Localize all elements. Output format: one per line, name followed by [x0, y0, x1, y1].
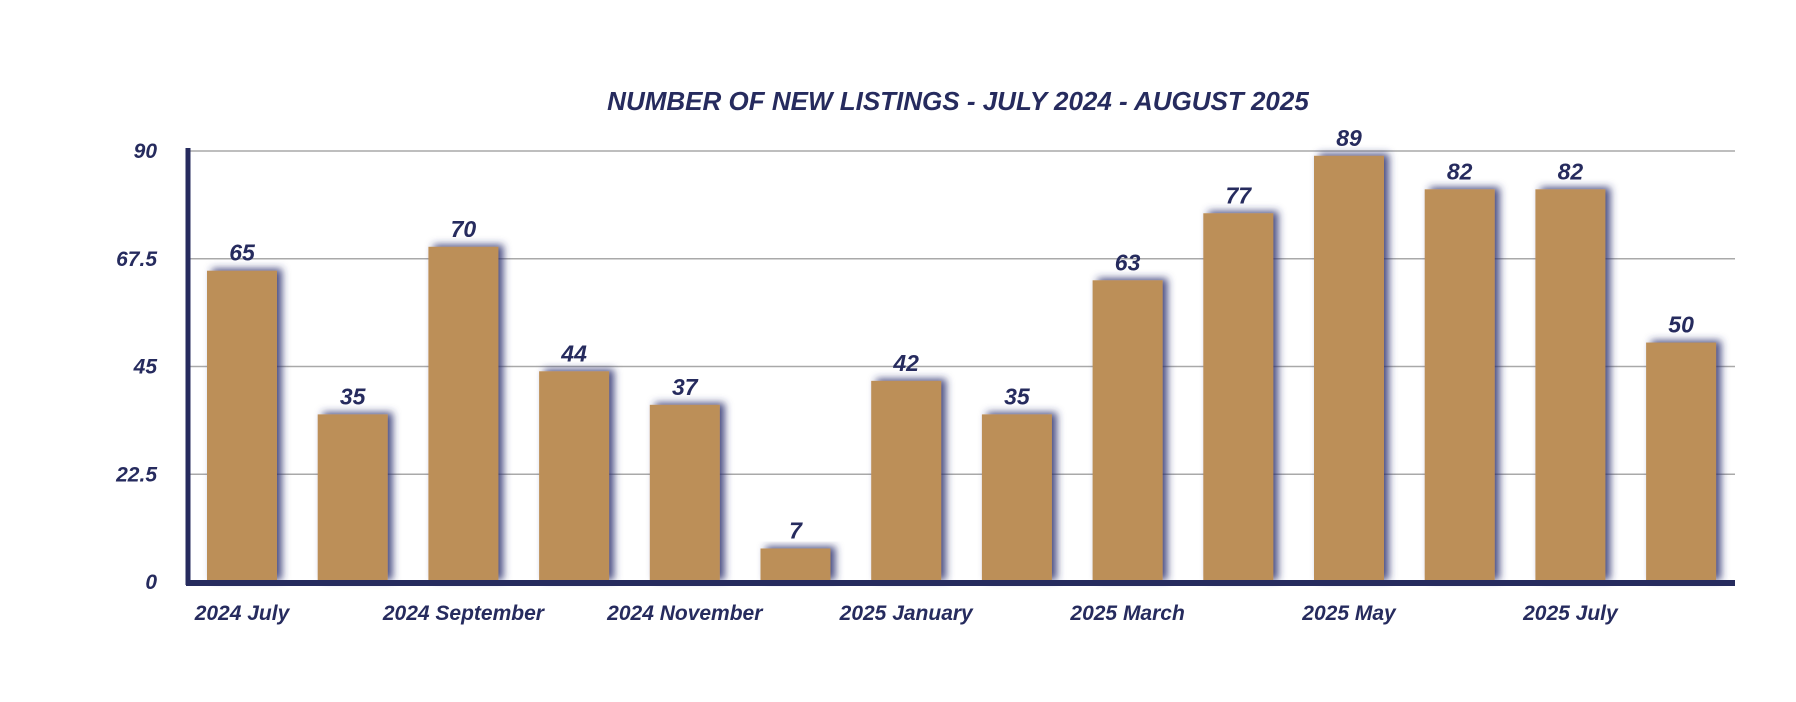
x-tick-label: 2025 January [839, 602, 974, 625]
data-label: 7 [789, 517, 803, 543]
y-axis-ticks: 0 22.5 45 67.5 90 [115, 140, 157, 594]
bar [1424, 189, 1495, 583]
bar [1646, 342, 1717, 582]
data-label: 37 [672, 374, 699, 400]
data-label: 44 [560, 340, 587, 366]
bar [1092, 280, 1163, 582]
data-label: 89 [1336, 125, 1362, 151]
bar [981, 414, 1052, 582]
x-tick-label: 2025 March [1069, 602, 1184, 625]
bar [428, 246, 499, 582]
bar [539, 371, 610, 582]
data-labels: 65 35 70 44 37 7 42 35 63 77 89 82 82 50 [229, 125, 1694, 544]
chart-title: NUMBER OF NEW LISTINGS - JULY 2024 - AUG… [607, 86, 1309, 116]
x-axis-ticks: 2024 July 2024 September 2024 November 2025… [194, 602, 1619, 625]
bar [760, 548, 831, 582]
data-label: 70 [451, 216, 477, 242]
bar [1314, 155, 1384, 583]
y-tick-label: 22.5 [115, 463, 157, 486]
gridlines [188, 150, 1735, 475]
y-tick-label: 67.5 [116, 248, 157, 271]
bar [1535, 189, 1606, 583]
data-label: 82 [1447, 158, 1473, 184]
y-tick-label: 45 [133, 356, 158, 379]
bar [649, 404, 720, 582]
y-tick-label: 90 [134, 140, 158, 163]
y-tick-label: 0 [145, 571, 157, 594]
bar [1203, 213, 1274, 582]
data-label: 50 [1668, 312, 1694, 338]
x-tick-label: 2024 July [194, 602, 291, 625]
x-tick-label: 2025 May [1301, 602, 1397, 625]
data-label: 42 [892, 350, 919, 376]
x-tick-label: 2024 September [382, 602, 546, 625]
data-label: 65 [229, 240, 256, 266]
bar [871, 380, 942, 582]
bar [317, 414, 388, 582]
data-label: 82 [1558, 158, 1584, 184]
x-tick-label: 2025 July [1522, 602, 1619, 625]
data-label: 35 [1004, 383, 1031, 409]
bar [207, 270, 277, 582]
x-tick-label: 2024 November [606, 602, 764, 625]
bars [207, 155, 1717, 583]
data-label: 63 [1115, 249, 1141, 275]
data-label: 77 [1226, 182, 1253, 208]
data-label: 35 [340, 383, 367, 409]
